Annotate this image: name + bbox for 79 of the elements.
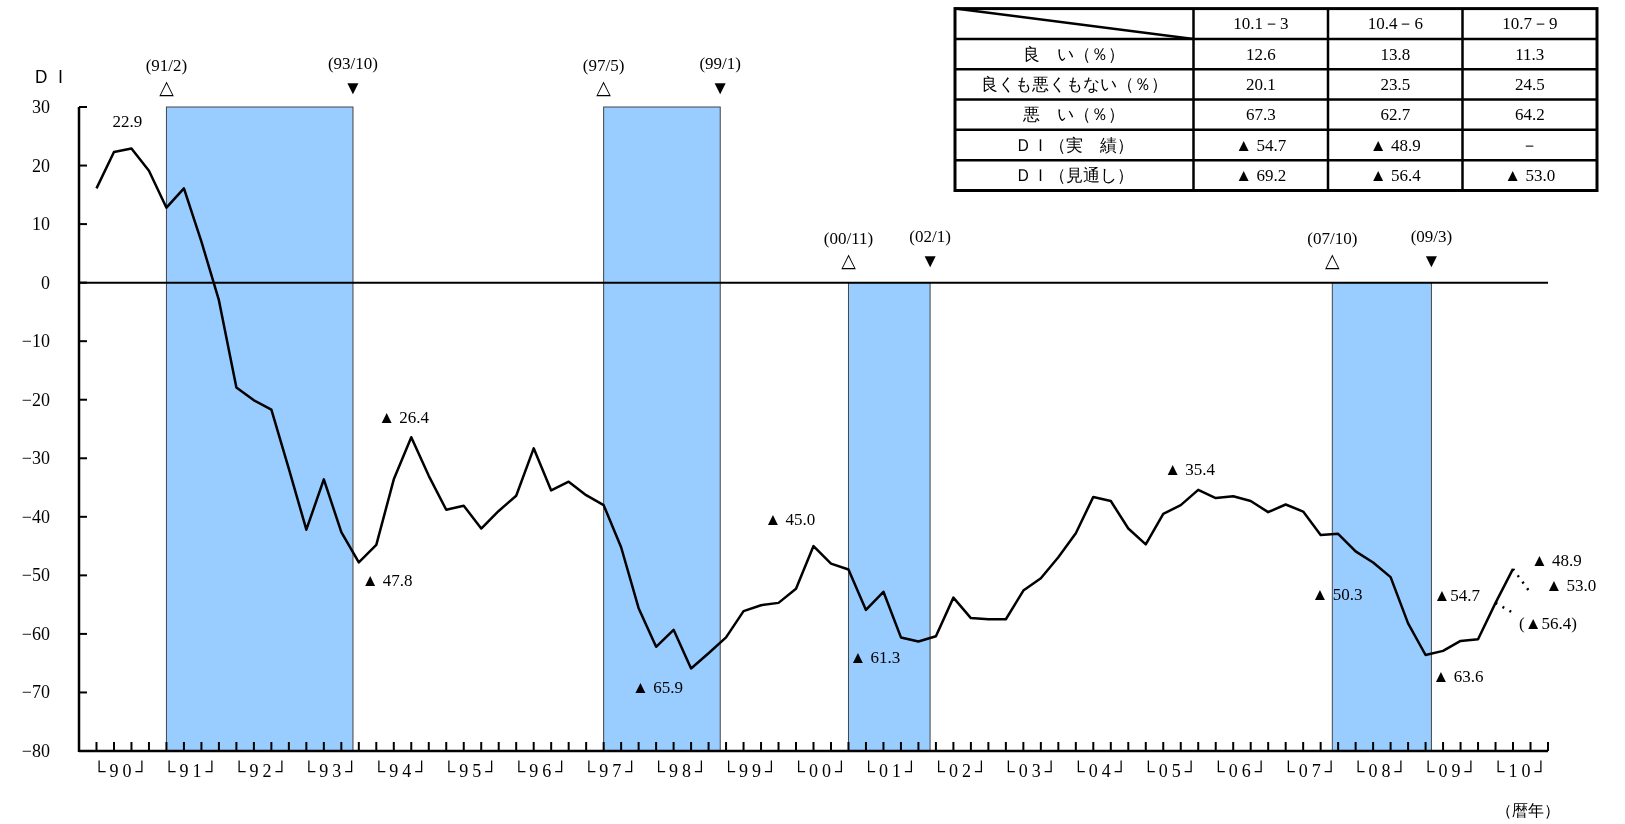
x-tick-label: └99┘ xyxy=(722,760,782,781)
text: 20.1 xyxy=(1245,74,1276,94)
y-tick-label: 0 xyxy=(41,272,50,293)
annotation: (02/1) ▼ xyxy=(909,227,951,272)
text: ▲ 48.9 xyxy=(1369,135,1421,155)
x-tick-label: └90┘ xyxy=(92,760,153,781)
x-tick-label: └05┘ xyxy=(1142,760,1202,781)
text: 11.3 xyxy=(1515,44,1545,64)
y-tick-label: −10 xyxy=(21,331,50,352)
annotation: (00/11) △ xyxy=(823,229,874,272)
text: ▲ 69.2 xyxy=(1235,165,1287,185)
x-tick-label: └10┘ xyxy=(1491,760,1552,781)
x-tick-label: └03┘ xyxy=(1002,760,1062,781)
y-tick-label: −20 xyxy=(21,389,50,410)
x-tick-label: └91┘ xyxy=(162,760,223,781)
text: 12.6 xyxy=(1245,44,1276,64)
x-tick-label: └00┘ xyxy=(792,760,852,781)
category-label: 悪 い（％） xyxy=(1023,105,1126,125)
y-axis-title: ＤＩ xyxy=(32,65,70,87)
annotation: ▲ 35.4 xyxy=(1164,460,1216,480)
x-tick-label: └94┘ xyxy=(372,760,433,781)
x-axis-title: （暦年） xyxy=(1496,801,1560,819)
text: 23.5 xyxy=(1380,74,1411,94)
text: － xyxy=(1521,135,1539,155)
y-tick-label: −30 xyxy=(21,448,50,469)
text: 67.3 xyxy=(1245,105,1276,125)
annotation: (93/10) ▼ xyxy=(327,53,378,98)
annotation: (09/3) ▼ xyxy=(1410,227,1453,272)
annotation: ▲ 47.8 xyxy=(361,570,413,590)
text: 62.7 xyxy=(1380,105,1411,125)
y-tick-label: 10 xyxy=(32,214,50,235)
x-tick-label: └08┘ xyxy=(1351,760,1412,781)
x-tick-label: └06┘ xyxy=(1211,760,1272,781)
annotation: ▲54.7 xyxy=(1433,586,1481,606)
x-tick-label: └97┘ xyxy=(582,760,642,781)
x-tick-label: └01┘ xyxy=(862,760,922,781)
annotation: (07/10) △ xyxy=(1307,229,1358,272)
text: 64.2 xyxy=(1514,105,1545,125)
text: ▲ 56.4 xyxy=(1369,165,1421,185)
x-tick-label: └92┘ xyxy=(232,760,293,781)
text: ▲ 54.7 xyxy=(1235,135,1287,155)
text: 24.5 xyxy=(1514,74,1545,94)
x-tick-label: └04┘ xyxy=(1072,760,1132,781)
x-tick-label: └02┘ xyxy=(932,760,992,781)
annotation: (▲56.4) xyxy=(1519,614,1577,634)
annotation: (91/2) △ xyxy=(145,55,188,98)
y-tick-label: −80 xyxy=(21,741,50,761)
y-tick-label: 30 xyxy=(32,97,50,117)
annotation: (97/5) △ xyxy=(582,55,625,98)
y-tick-label: −70 xyxy=(21,682,50,703)
x-tick-label: └98┘ xyxy=(652,760,712,781)
x-tick-label: └96┘ xyxy=(512,760,572,781)
annotation: ▲ 50.3 xyxy=(1311,584,1363,604)
annotation: ▲ 48.9 xyxy=(1531,551,1582,571)
category-label: 良くも悪くもない（％） xyxy=(980,74,1168,94)
y-tick-label: −50 xyxy=(21,565,50,586)
annotation: ▲ 65.9 xyxy=(632,677,683,697)
category-label: ＤＩ（見通し） xyxy=(1014,165,1134,185)
annotation: ▲ 63.6 xyxy=(1432,667,1484,687)
x-tick-label: └07┘ xyxy=(1281,760,1342,781)
y-tick-label: 20 xyxy=(32,155,50,176)
annotation: ▲ 26.4 xyxy=(378,407,430,427)
annotation: ▲ 61.3 xyxy=(849,648,901,668)
text: ▲ 53.0 xyxy=(1504,165,1556,185)
annotation: 22.9 xyxy=(112,112,143,132)
category-label: 10.1－3 xyxy=(1233,14,1289,34)
category-label: ＤＩ（実 績） xyxy=(1014,135,1134,155)
annotation: ▲ 45.0 xyxy=(764,509,816,529)
category-label: 10.4－6 xyxy=(1367,14,1423,34)
category-label: 10.7－9 xyxy=(1502,14,1558,34)
category-label: 良 い（％） xyxy=(1023,44,1126,64)
y-tick-label: −60 xyxy=(21,623,50,644)
text: 13.8 xyxy=(1380,44,1411,64)
annotation: (99/1) ▼ xyxy=(699,53,741,98)
x-tick-label: └95┘ xyxy=(442,760,503,781)
annotation: ▲ 53.0 xyxy=(1545,576,1597,596)
x-tick-label: └09┘ xyxy=(1421,760,1482,781)
x-tick-label: └93┘ xyxy=(302,760,363,781)
y-tick-label: −40 xyxy=(21,506,50,527)
